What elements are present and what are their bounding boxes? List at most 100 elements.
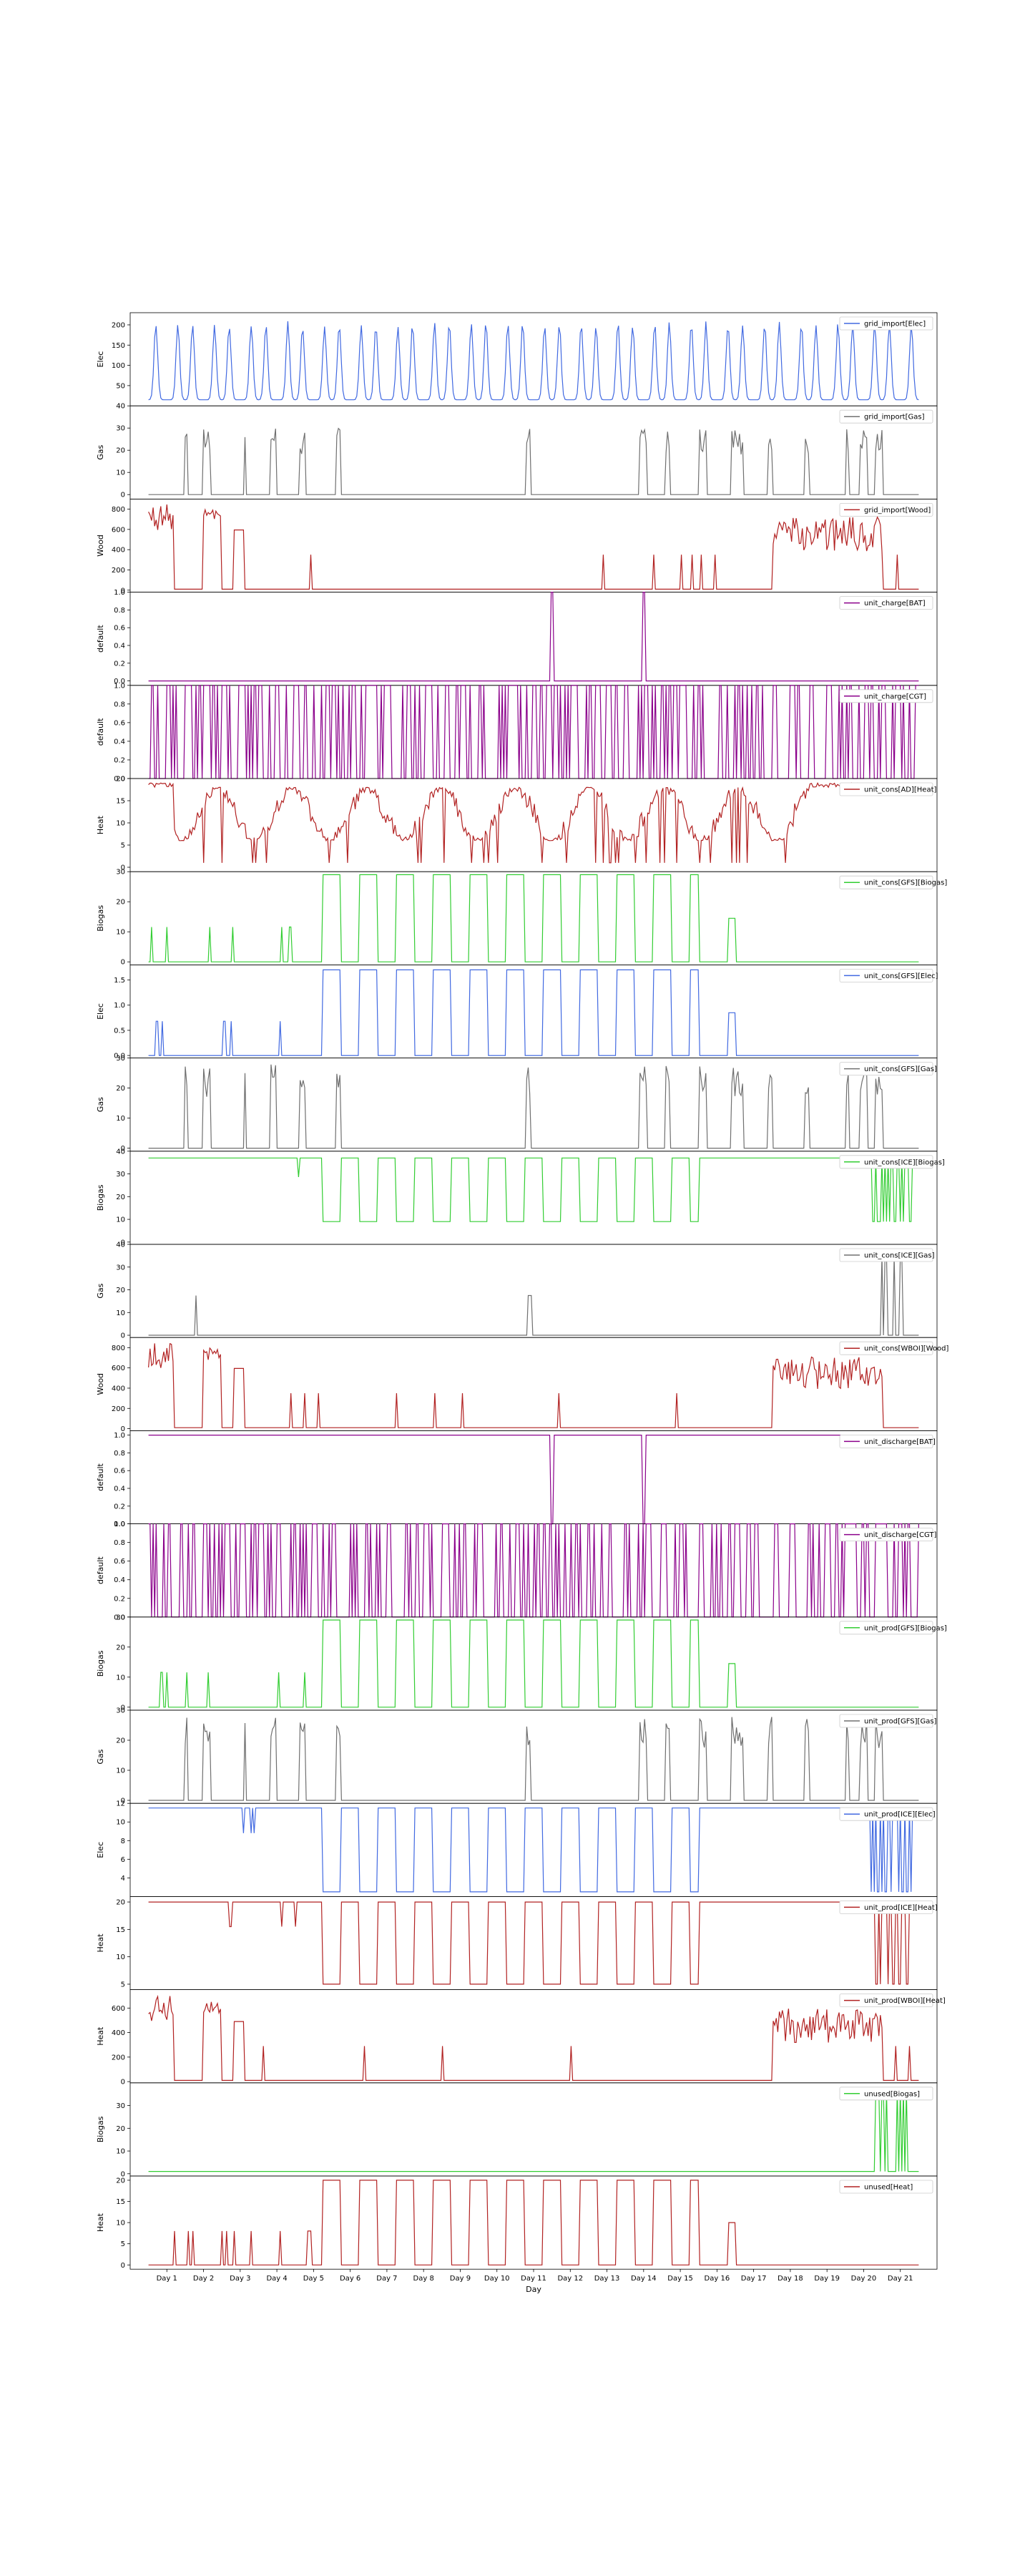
legend-box — [839, 782, 933, 796]
series-line — [148, 1435, 919, 1525]
panel-19: 0 200 400 600 Heat unit_prod[WBOI][Heat] — [96, 1989, 946, 2087]
y-tick-label: 0 — [121, 1797, 125, 1805]
series-line — [148, 2180, 919, 2265]
y-tick-label: 1.5 — [114, 977, 125, 985]
x-tick-label: Day 20 — [851, 2275, 877, 2283]
y-axis-label: Heat — [96, 2026, 105, 2046]
legend-box — [839, 1062, 933, 1075]
panel-frame — [129, 1151, 938, 1245]
x-tick-label: Day 4 — [266, 2275, 287, 2283]
panel-frame — [129, 592, 938, 686]
legend-box — [839, 969, 933, 982]
panel-frame — [129, 1337, 938, 1431]
y-axis-label: Heat — [96, 1933, 105, 1953]
y-tick-label: 15 — [116, 798, 125, 806]
y-tick-label: 600 — [112, 526, 125, 534]
series-line — [148, 874, 919, 962]
y-tick-label: 0 — [121, 1239, 125, 1246]
x-tick-label: Day 3 — [230, 2275, 250, 2283]
y-tick-label: 30 — [116, 1055, 125, 1063]
y-tick-label: 20 — [116, 1085, 125, 1093]
y-axis-label: Biogas — [96, 2116, 105, 2142]
y-tick-label: 200 — [112, 567, 125, 575]
y-tick-label: 15 — [116, 2198, 125, 2206]
panel-9: 0 10 20 30 Gas unit_cons[GFS][Gas] — [96, 1055, 938, 1153]
y-tick-label: 800 — [112, 506, 125, 514]
y-tick-label: 0.6 — [114, 719, 125, 727]
x-tick-label: Day 12 — [557, 2275, 583, 2283]
y-tick-label: 0.0 — [114, 678, 125, 686]
y-axis-label: default — [96, 718, 105, 746]
y-axis-label: Wood — [96, 1373, 105, 1395]
panel-frame — [129, 965, 938, 1059]
legend-entry: unused[Heat] — [864, 2184, 913, 2192]
y-tick-label: 30 — [116, 1264, 125, 1272]
x-tick-label: Day 13 — [594, 2275, 620, 2283]
y-tick-label: 0.0 — [114, 1053, 125, 1060]
y-axis-label: Biogas — [96, 905, 105, 932]
y-tick-label: 0.0 — [114, 1614, 125, 1621]
x-tick-label: Day 16 — [705, 2275, 730, 2283]
y-tick-label: 20 — [116, 1737, 125, 1745]
y-tick-label: 20 — [116, 776, 125, 784]
y-tick-label: 0.4 — [114, 1576, 125, 1584]
y-tick-label: 10 — [116, 2148, 125, 2156]
series-line — [148, 1255, 919, 1336]
legend-box — [839, 503, 933, 517]
y-tick-label: 10 — [116, 1767, 125, 1775]
y-tick-label: 600 — [112, 1365, 125, 1372]
y-tick-label: 0.8 — [114, 1450, 125, 1458]
legend-box — [839, 1528, 933, 1542]
series-line — [148, 1523, 919, 1618]
y-tick-label: 0 — [121, 2170, 125, 2178]
y-tick-label: 0 — [121, 959, 125, 967]
legend-entry: unit_prod[ICE][Elec] — [864, 1811, 936, 1819]
x-tick-label: Day 18 — [778, 2275, 803, 2283]
y-tick-label: 20 — [116, 2125, 125, 2133]
y-axis-label: Heat — [96, 815, 105, 834]
y-tick-label: 0.6 — [114, 1468, 125, 1475]
y-tick-label: 0 — [121, 492, 125, 499]
y-tick-label: 0 — [121, 864, 125, 872]
legend-box — [839, 1714, 933, 1728]
y-tick-label: 10 — [116, 2220, 125, 2228]
legend-box — [839, 1248, 933, 1262]
panel-16: 0 10 20 30 Gas unit_prod[GFS][Gas] — [96, 1707, 938, 1805]
legend-box — [839, 1994, 933, 2008]
legend-entry: unit_cons[GFS][Gas] — [864, 1065, 937, 1073]
legend-entry: unit_charge[CGT] — [864, 693, 926, 701]
legend-box — [839, 689, 933, 703]
series-line — [148, 685, 919, 779]
panel-1: 50 100 150 200 Elec grid_import[Elec] — [96, 312, 938, 406]
series-line — [148, 1807, 919, 1893]
legend-box — [839, 1341, 933, 1355]
x-tick-label: Day 15 — [667, 2275, 693, 2283]
legend-entry: unit_prod[ICE][Heat] — [864, 1904, 938, 1912]
y-tick-label: 0 — [121, 1332, 125, 1340]
y-tick-label: 10 — [116, 1674, 125, 1682]
series-line — [148, 1619, 919, 1708]
panel-frame — [129, 1709, 938, 1804]
y-tick-label: 40 — [116, 1241, 125, 1249]
panel-6: 0 5 10 15 20 Heat unit_cons[AD][Heat] — [96, 776, 938, 872]
panel-3: 0 200 400 600 800 Wood grid_import[Wood] — [96, 499, 938, 595]
y-tick-label: 200 — [112, 2054, 125, 2062]
legend-entry: grid_import[Elec] — [864, 321, 926, 328]
y-tick-label: 0.2 — [114, 660, 125, 668]
panel-frame — [129, 405, 938, 499]
series-line — [148, 781, 919, 864]
y-tick-label: 400 — [112, 1385, 125, 1392]
y-tick-label: 5 — [121, 1981, 125, 1989]
y-tick-label: 5 — [121, 842, 125, 850]
y-tick-label: 10 — [116, 1115, 125, 1123]
y-axis-label: default — [96, 625, 105, 653]
panel-frame — [129, 2082, 938, 2177]
y-tick-label: 150 — [112, 342, 125, 350]
panel-4: 0.0 0.2 0.4 0.6 0.8 1.0 default unit_charge[BAT… — [96, 589, 938, 686]
y-axis-label: Elec — [96, 1003, 105, 1020]
y-tick-label: 0.8 — [114, 1539, 125, 1547]
x-tick-label: Day 7 — [376, 2275, 397, 2283]
legend-entry: unit_charge[BAT] — [864, 600, 926, 608]
y-tick-label: 8 — [121, 1838, 125, 1845]
